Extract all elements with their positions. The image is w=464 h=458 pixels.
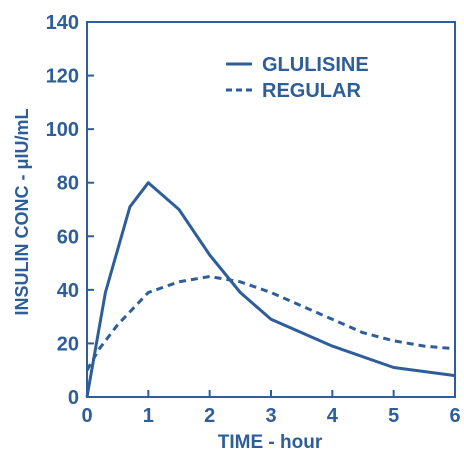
y-tick-label: 140: [46, 12, 79, 34]
y-tick-label: 20: [57, 333, 79, 355]
series-layer: [85, 181, 456, 398]
x-axis-label: TIME - hour: [218, 432, 323, 453]
y-tick-label: 0: [68, 387, 79, 409]
series-line-glulisine: [85, 181, 456, 398]
y-tick-label: 120: [46, 66, 79, 88]
x-tick-label: 6: [449, 405, 460, 427]
series-line-regular: [85, 275, 456, 371]
x-tick-label: 5: [388, 405, 399, 427]
x-tick-label: 4: [327, 405, 339, 427]
y-tick-label: 60: [57, 226, 79, 248]
x-tick-label: 3: [265, 405, 276, 427]
axes-layer: 0 20 40 60 80 100 120 140 0 1 2 3 4 5 6: [46, 12, 461, 427]
y-tick-label: 80: [57, 173, 79, 195]
y-axis-label: INSULIN CONC - μIU/mL: [12, 108, 32, 315]
legend: GLULISINE REGULAR: [226, 54, 369, 102]
legend-label-glulisine: GLULISINE: [262, 54, 369, 76]
y-tick-label: 40: [57, 280, 79, 302]
x-tick-label: 0: [81, 405, 92, 427]
x-tick-label: 2: [204, 405, 215, 427]
x-tick-label: 1: [143, 405, 154, 427]
legend-label-regular: REGULAR: [262, 80, 361, 102]
y-tick-label: 100: [46, 119, 79, 141]
